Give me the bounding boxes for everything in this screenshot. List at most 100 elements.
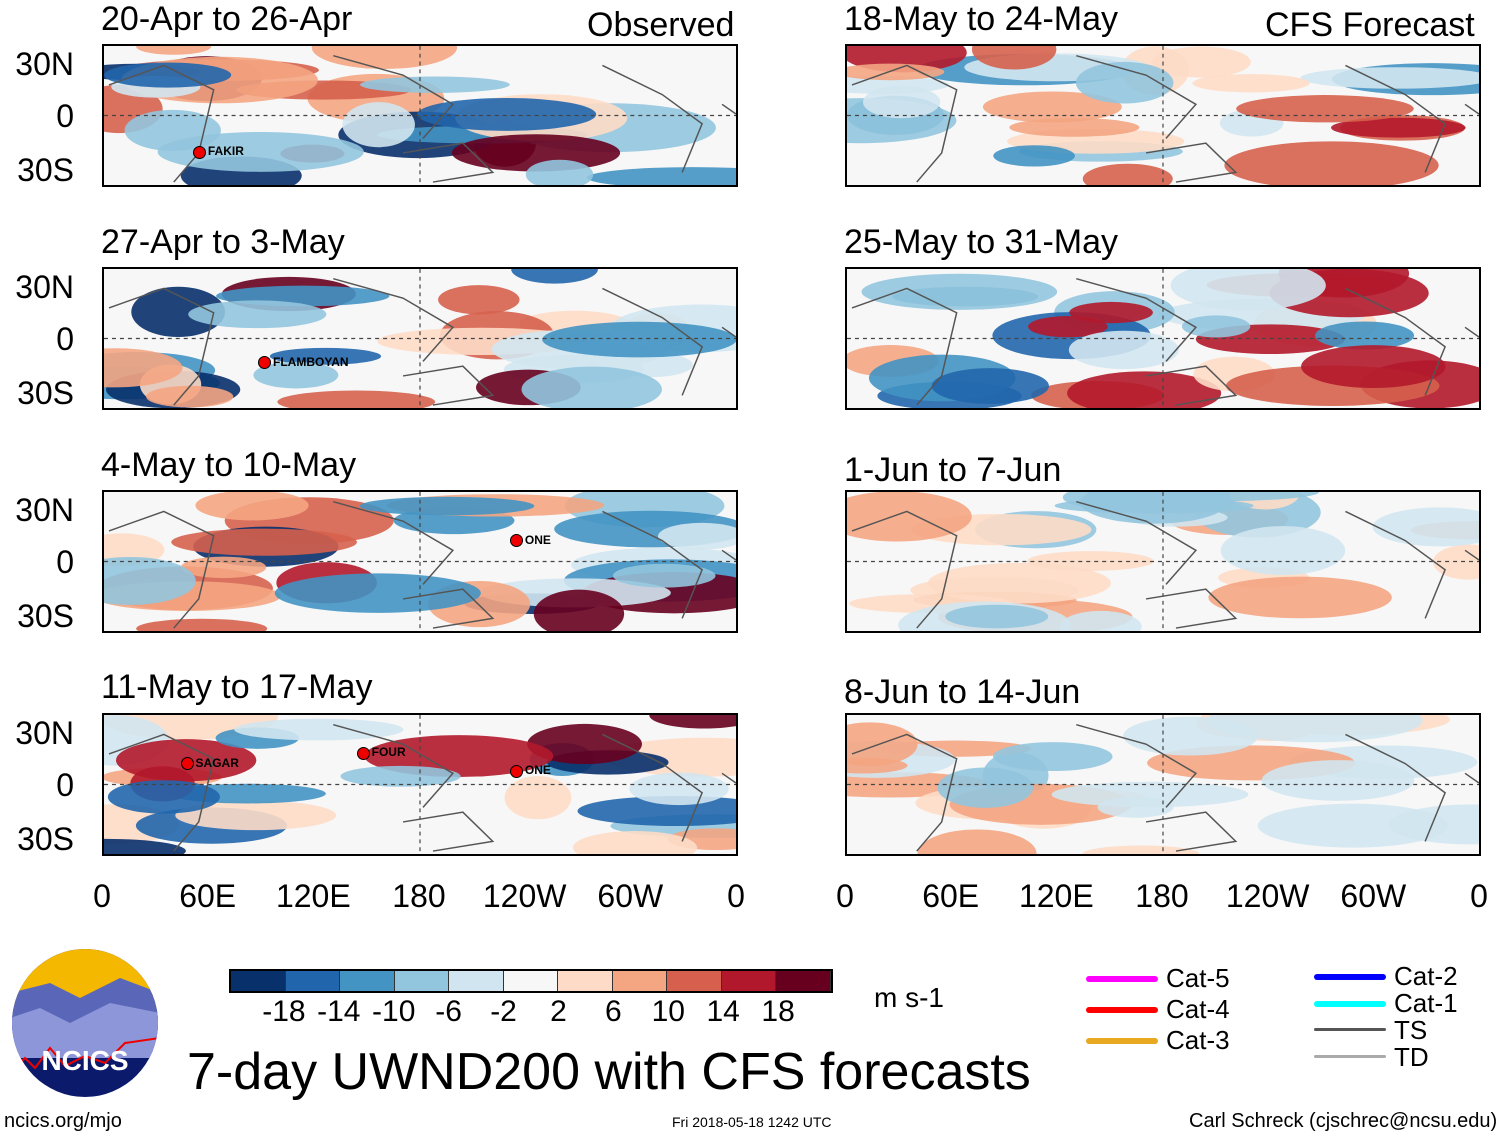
colorbar-swatch [721, 971, 777, 991]
anomaly-contour [649, 715, 736, 729]
legend-line [1086, 1038, 1158, 1044]
colorbar-label: 2 [550, 995, 567, 1028]
x-tick-label: 60W [597, 878, 664, 914]
anomaly-contour [1075, 61, 1174, 104]
map-panel [845, 267, 1481, 410]
anomaly-contour [104, 838, 186, 854]
colorbar-label: -18 [262, 995, 306, 1028]
footer-url[interactable]: ncics.org/mjo [4, 1110, 122, 1132]
colorbar-swatch [776, 971, 832, 991]
colorbar-label: -10 [372, 995, 416, 1028]
anomaly-contour [146, 385, 234, 408]
anomaly-contour [533, 589, 625, 631]
anomaly-contour [311, 46, 458, 69]
coastlines [108, 55, 736, 183]
anomaly-contour [1208, 576, 1392, 619]
y-tick-label: 30N [15, 715, 74, 751]
x-tick-label: 180 [1135, 878, 1189, 914]
panel-title: 18-May to 24-May [844, 0, 1118, 38]
cyclone-icon [258, 356, 272, 370]
panel-title: 25-May to 31-May [844, 223, 1118, 261]
colorbar-units: m s-1 [874, 982, 944, 1013]
y-tick-label: 30S [17, 375, 74, 411]
anomaly-contour [359, 496, 535, 516]
anomaly-contour [511, 269, 598, 284]
anomaly-contour [1330, 117, 1466, 138]
anomaly-contour [1123, 716, 1259, 756]
cyclone-icon [509, 764, 523, 778]
storm-label: FOUR [371, 745, 406, 760]
anomaly-contour [1170, 269, 1326, 311]
x-tick-label: 120E [1018, 878, 1094, 914]
anomaly-contour [629, 772, 729, 806]
anomaly-contour [188, 300, 327, 329]
x-tick-label: 60E [922, 878, 980, 914]
x-tick-label: 0 [727, 878, 745, 914]
anomaly-contour [1236, 95, 1414, 123]
cyclone-icon [192, 145, 206, 159]
legend-label: Cat-2 [1394, 961, 1458, 991]
anomaly-contour [1107, 492, 1319, 502]
colorbar-label: -6 [435, 995, 462, 1028]
colorbar-swatch [231, 971, 286, 991]
legend-line [1314, 1055, 1386, 1058]
anomaly-contour [862, 85, 941, 119]
anomaly-contour [1068, 330, 1179, 370]
anomaly-contour [104, 348, 183, 388]
cyclone-icon [180, 757, 194, 771]
legend-label: Cat-5 [1166, 963, 1230, 993]
panel-title: 8-Jun to 14-Jun [844, 673, 1081, 711]
legend-line [1086, 976, 1158, 982]
anomaly-contour [417, 97, 597, 131]
colorbar-swatch [449, 971, 504, 991]
anomaly-contour [340, 765, 461, 787]
anomaly-contour [527, 723, 642, 765]
anomaly-contour [847, 63, 945, 81]
footer-author: Carl Schreck (cjschrec@ncsu.edu) [1189, 1110, 1498, 1132]
colorbar-label: 10 [651, 995, 685, 1028]
x-tick-label: 120W [482, 878, 567, 914]
storm-label: FAKIR [207, 144, 244, 159]
anomaly-contour [342, 102, 415, 148]
coastlines [108, 724, 736, 852]
storm-label: FLAMBOYAN [273, 354, 349, 369]
legend-line [1314, 1001, 1386, 1007]
x-tick-label: 60W [1340, 878, 1407, 914]
footer-timestamp: Fri 2018-05-18 1242 UTC [672, 1114, 832, 1130]
anomaly-contour [1082, 845, 1200, 854]
anomaly-contour [1315, 321, 1415, 350]
cyclone-icon [509, 534, 523, 548]
colorbar-label: 14 [706, 995, 740, 1028]
anomaly-contour [1220, 526, 1346, 576]
map-panel [102, 713, 738, 856]
y-tick-label: 30S [17, 152, 74, 188]
panel-title: 27-Apr to 3-May [101, 223, 345, 261]
anomaly-contour [586, 167, 736, 185]
legend-line [1086, 1007, 1158, 1013]
anomaly-contour [937, 767, 1034, 808]
x-tick-label: 180 [392, 878, 446, 914]
storm-label: ONE [524, 533, 551, 548]
cyclone-icon [356, 746, 370, 760]
anomaly-contour [1192, 74, 1310, 93]
anomaly-contour [1069, 301, 1153, 324]
colorbar-label: 6 [605, 995, 622, 1028]
anomaly-contour [1207, 715, 1423, 743]
anomaly-contour [171, 528, 357, 556]
anomaly-contour [657, 522, 736, 550]
coastlines [851, 501, 1479, 629]
coastlines [851, 278, 1479, 406]
x-tick-label: 0 [93, 878, 111, 914]
panel-title: 20-Apr to 26-Apr [101, 0, 353, 38]
panel-title: 1-Jun to 7-Jun [844, 451, 1062, 489]
anomaly-contour [104, 62, 232, 88]
anomaly-contour [992, 742, 1113, 772]
map-panel [845, 44, 1481, 187]
observed-header: Observed [587, 6, 735, 44]
colorbar-swatch [394, 971, 450, 991]
anomaly-contour [234, 718, 404, 741]
anomaly-contour [982, 91, 1122, 123]
storm-marker: ONE [509, 763, 551, 778]
legend-label: TS [1394, 1015, 1428, 1045]
anomaly-contour [107, 780, 220, 814]
